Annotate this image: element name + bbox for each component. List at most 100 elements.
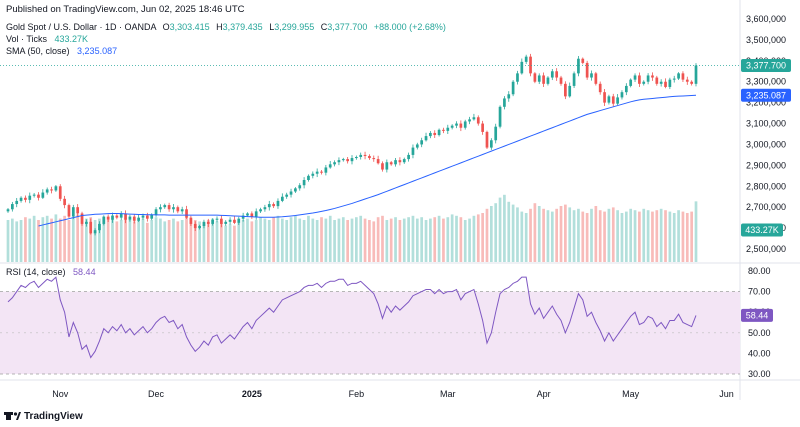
price-axis-label: 2,500,000 — [746, 244, 786, 254]
candle-body — [646, 75, 650, 82]
candle-body — [642, 81, 646, 84]
volume-bar — [307, 215, 310, 262]
volume-bars — [6, 194, 698, 262]
candle-body — [80, 213, 84, 224]
candle-body — [376, 159, 380, 164]
volume-bar — [185, 217, 188, 262]
volume-bar — [498, 197, 502, 262]
candle-body — [424, 136, 428, 141]
volume-bar — [398, 220, 402, 262]
price-axis-label: 2,700,000 — [746, 202, 786, 212]
volume-bar — [633, 210, 637, 262]
volume-bar — [15, 221, 19, 262]
volume-bar — [106, 220, 110, 262]
sma-legend[interactable]: SMA (50, close) 3,235.087 — [6, 46, 117, 56]
time-axis-label: Dec — [148, 389, 165, 399]
ohlc-legend[interactable]: Gold Spot / U.S. Dollar · 1D · OANDA O3,… — [6, 22, 446, 32]
candle-body — [337, 160, 341, 163]
candle-body — [690, 81, 693, 84]
price-axis-label: 3,600,000 — [746, 14, 786, 24]
candle-body — [289, 191, 293, 195]
candle-body — [102, 216, 106, 224]
volume-bar — [363, 218, 367, 262]
volume-bar — [629, 208, 633, 262]
volume-bar — [41, 217, 45, 262]
volume-bar — [585, 213, 589, 262]
volume-bar — [616, 210, 619, 262]
candle-body — [298, 185, 302, 189]
volume-bar — [611, 207, 615, 262]
volume-bar — [468, 218, 471, 262]
volume-bar — [233, 225, 236, 262]
candle-body — [285, 194, 289, 197]
candle-body — [302, 180, 306, 186]
volume-bar — [555, 208, 559, 262]
candle-body — [67, 205, 71, 217]
candle-body — [63, 198, 66, 206]
candle-body — [220, 218, 223, 224]
candle-body — [15, 200, 19, 205]
volume-legend[interactable]: Vol · Ticks 433.27K — [6, 34, 88, 44]
candle-body — [128, 216, 132, 220]
candle-body — [85, 221, 88, 224]
volume-bar — [507, 201, 511, 262]
candle-body — [463, 121, 467, 128]
volume-bar — [176, 221, 180, 262]
candle-body — [529, 56, 532, 74]
volume-bar — [311, 218, 315, 262]
tradingview-logo[interactable]: TradingView — [4, 411, 83, 422]
candle-body — [132, 216, 136, 221]
candle-body — [638, 75, 641, 84]
candle-body — [429, 132, 432, 137]
volume-bar — [80, 215, 84, 262]
candle-body — [594, 73, 598, 84]
volume-bar — [150, 220, 154, 262]
candle-body — [346, 159, 349, 162]
last-price-badge: 3,377.700 — [741, 58, 791, 72]
volume-bar — [37, 220, 40, 262]
candle-body — [193, 223, 197, 229]
volume-bar — [559, 206, 563, 262]
candle-body — [385, 162, 389, 170]
candle-body — [546, 77, 550, 84]
volume-value: 433.27K — [55, 34, 89, 44]
volume-bar — [132, 221, 136, 262]
volume-bar — [550, 211, 554, 262]
volume-bar — [672, 213, 676, 262]
rsi-badge-text: 58.44 — [746, 310, 769, 320]
candle-body — [41, 192, 45, 198]
candle-body — [420, 140, 424, 145]
candle-body — [489, 140, 493, 148]
candle-body — [402, 159, 406, 163]
candle-body — [32, 194, 36, 196]
volume-badge: 433.27K — [741, 223, 783, 237]
volume-bar — [503, 194, 506, 262]
candle-body — [150, 214, 154, 219]
tradingview-logo-icon — [4, 412, 21, 420]
volume-bar — [211, 218, 215, 262]
volume-label: Vol · Ticks — [6, 34, 48, 44]
volume-bar — [437, 215, 441, 262]
candle-body — [533, 73, 537, 82]
time-axis[interactable]: Nov Dec 2025 Feb Mar Apr May Jun — [52, 389, 733, 399]
volume-bar — [572, 210, 576, 262]
price-axis[interactable]: 3,600,0003,500,0003,400,0003,300,0003,20… — [746, 14, 786, 254]
candle-body — [398, 160, 402, 163]
candle-body — [315, 171, 319, 174]
candle-body — [437, 129, 441, 136]
volume-bar — [603, 211, 606, 262]
candle-body — [411, 147, 415, 155]
time-axis-label: Jun — [719, 389, 734, 399]
candle-body — [572, 73, 576, 86]
candle-body — [189, 217, 193, 224]
candle-body — [45, 189, 49, 193]
rsi-legend[interactable]: RSI (14, close) 58.44 — [6, 267, 96, 277]
price-candles[interactable] — [6, 53, 698, 236]
candle-body — [76, 207, 80, 214]
volume-bar — [315, 220, 319, 262]
candle-body — [577, 58, 580, 74]
candle-body — [550, 71, 554, 78]
candle-body — [71, 207, 75, 217]
